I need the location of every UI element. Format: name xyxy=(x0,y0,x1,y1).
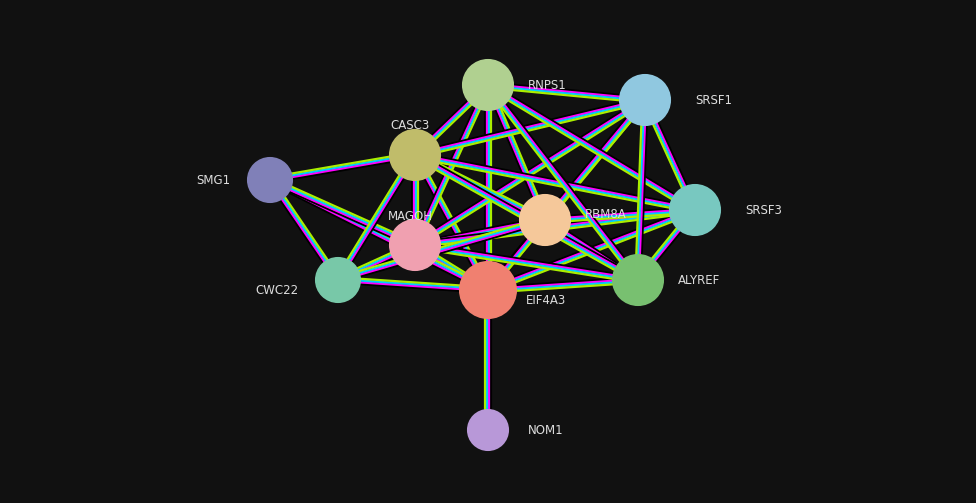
Circle shape xyxy=(460,262,516,318)
Text: RNPS1: RNPS1 xyxy=(528,78,567,92)
Text: SRSF3: SRSF3 xyxy=(745,204,782,216)
Text: NOM1: NOM1 xyxy=(528,424,563,437)
Circle shape xyxy=(613,255,663,305)
Text: ALYREF: ALYREF xyxy=(678,274,720,287)
Circle shape xyxy=(468,410,508,450)
Text: SMG1: SMG1 xyxy=(196,174,230,187)
Text: EIF4A3: EIF4A3 xyxy=(526,293,566,306)
Circle shape xyxy=(670,185,720,235)
Circle shape xyxy=(248,158,292,202)
Circle shape xyxy=(520,195,570,245)
Text: SRSF1: SRSF1 xyxy=(695,94,732,107)
Circle shape xyxy=(620,75,670,125)
Circle shape xyxy=(316,258,360,302)
Text: CASC3: CASC3 xyxy=(390,119,429,131)
Text: MAGOH: MAGOH xyxy=(387,210,432,223)
Circle shape xyxy=(390,220,440,270)
Text: CWC22: CWC22 xyxy=(255,284,298,296)
Circle shape xyxy=(463,60,513,110)
Circle shape xyxy=(390,130,440,180)
Text: RBM8A: RBM8A xyxy=(585,209,627,221)
